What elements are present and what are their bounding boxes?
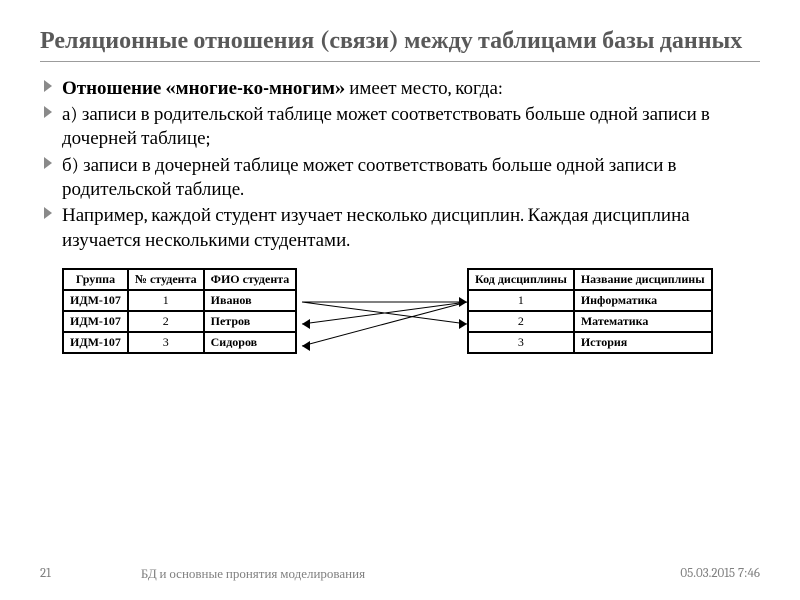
slide-footer: 21 БД и основные пронятия моделирования … xyxy=(40,566,760,582)
table-cell: Петров xyxy=(204,311,297,332)
bullet-arrow-icon xyxy=(44,106,52,118)
table-cell: ИДМ-107 xyxy=(63,290,128,311)
title-rule xyxy=(40,61,760,62)
table-cell: ИДМ-107 xyxy=(63,311,128,332)
students-table: Группа№ студентаФИО студентаИДМ-1071Иван… xyxy=(62,268,297,354)
table-row: 3История xyxy=(468,332,712,353)
table-header: Код дисциплины xyxy=(468,269,574,290)
footer-timestamp: 05.03.2015 7:46 xyxy=(680,566,760,581)
disciplines-table: Код дисциплиныНазвание дисциплины1Информ… xyxy=(467,268,713,354)
bullet-item: Отношение «многие-ко-многим» имеет место… xyxy=(40,76,760,100)
table-row: 2Математика xyxy=(468,311,712,332)
bullet-bold: Отношение «многие-ко-многим» xyxy=(62,77,345,99)
bullet-item: Например, каждой студент изучает несколь… xyxy=(40,203,760,252)
bullet-arrow-icon xyxy=(44,157,52,169)
table-cell: ИДМ-107 xyxy=(63,332,128,353)
footer-title: БД и основные пронятия моделирования xyxy=(141,566,365,582)
table-cell: Информатика xyxy=(574,290,712,311)
table-cell: История xyxy=(574,332,712,353)
table-cell: 3 xyxy=(128,332,204,353)
bullet-list: Отношение «многие-ко-многим» имеет место… xyxy=(40,76,760,252)
bullet-arrow-icon xyxy=(44,80,52,92)
bullet-arrow-icon xyxy=(44,207,52,219)
bullet-item: б) записи в дочерней таблице может соотв… xyxy=(40,153,760,202)
table-header: ФИО студента xyxy=(204,269,297,290)
table-header: Название дисциплины xyxy=(574,269,712,290)
table-cell: 1 xyxy=(128,290,204,311)
table-cell: 3 xyxy=(468,332,574,353)
table-cell: 2 xyxy=(128,311,204,332)
table-row: ИДМ-1071Иванов xyxy=(63,290,296,311)
table-row: ИДМ-1073Сидоров xyxy=(63,332,296,353)
bullet-text: б) записи в дочерней таблице может соотв… xyxy=(62,154,677,200)
table-row: ИДМ-1072Петров xyxy=(63,311,296,332)
bullet-item: а) записи в родительской таблице может с… xyxy=(40,102,760,151)
table-cell: Математика xyxy=(574,311,712,332)
page-number: 21 xyxy=(40,566,51,581)
table-header: № студента xyxy=(128,269,204,290)
table-cell: 2 xyxy=(468,311,574,332)
slide-title: Реляционные отношения (связи) между табл… xyxy=(40,26,760,55)
table-cell: 1 xyxy=(468,290,574,311)
table-row: 1Информатика xyxy=(468,290,712,311)
bullet-text: Например, каждой студент изучает несколь… xyxy=(62,204,690,250)
bullet-text: а) записи в родительской таблице может с… xyxy=(62,103,710,149)
table-cell: Иванов xyxy=(204,290,297,311)
bullet-text: имеет место, когда: xyxy=(345,77,503,99)
table-header: Группа xyxy=(63,269,128,290)
table-cell: Сидоров xyxy=(204,332,297,353)
